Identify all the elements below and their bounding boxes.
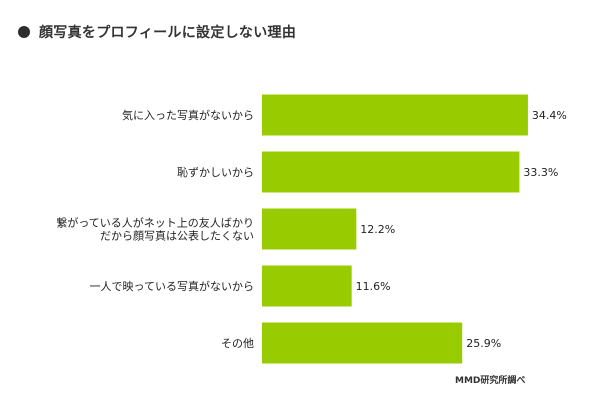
bar-1 (262, 94, 528, 136)
category-label-5: その他 (221, 337, 254, 350)
value-label-3: 12.2% (360, 223, 395, 236)
category-label-line: その他 (221, 337, 254, 350)
category-label-line: 繋がっている人がネット上の友人ばかり (56, 216, 254, 230)
value-label-2: 33.3% (523, 166, 558, 179)
bar-4 (262, 265, 352, 307)
title-bullet-icon (18, 26, 30, 38)
category-label-line: 恥ずかしいから (177, 166, 254, 179)
category-label-1: 気に入った写真がないから (122, 108, 254, 122)
category-label-line: 気に入った写真がないから (122, 108, 254, 122)
category-label-3: 繋がっている人がネット上の友人ばかりだから顔写真は公表したくない (56, 216, 254, 243)
category-label-line: 一人で映っている写真がないから (90, 279, 254, 293)
category-label-2: 恥ずかしいから (177, 166, 254, 179)
chart-title: 顔写真をプロフィールに設定しない理由 (39, 25, 297, 41)
bar-3 (262, 208, 357, 250)
bar-2 (262, 151, 520, 193)
value-label-1: 34.4% (532, 109, 567, 122)
source-note: MMD研究所調べ (455, 376, 526, 386)
category-label-4: 一人で映っている写真がないから (90, 279, 254, 293)
chart-title-row: 顔写真をプロフィールに設定しない理由 (18, 22, 296, 42)
bar-5 (262, 322, 463, 364)
value-label-5: 25.9% (466, 337, 501, 350)
category-label-line: だから顔写真は公表したくない (100, 229, 254, 243)
value-label-4: 11.6% (356, 280, 391, 293)
